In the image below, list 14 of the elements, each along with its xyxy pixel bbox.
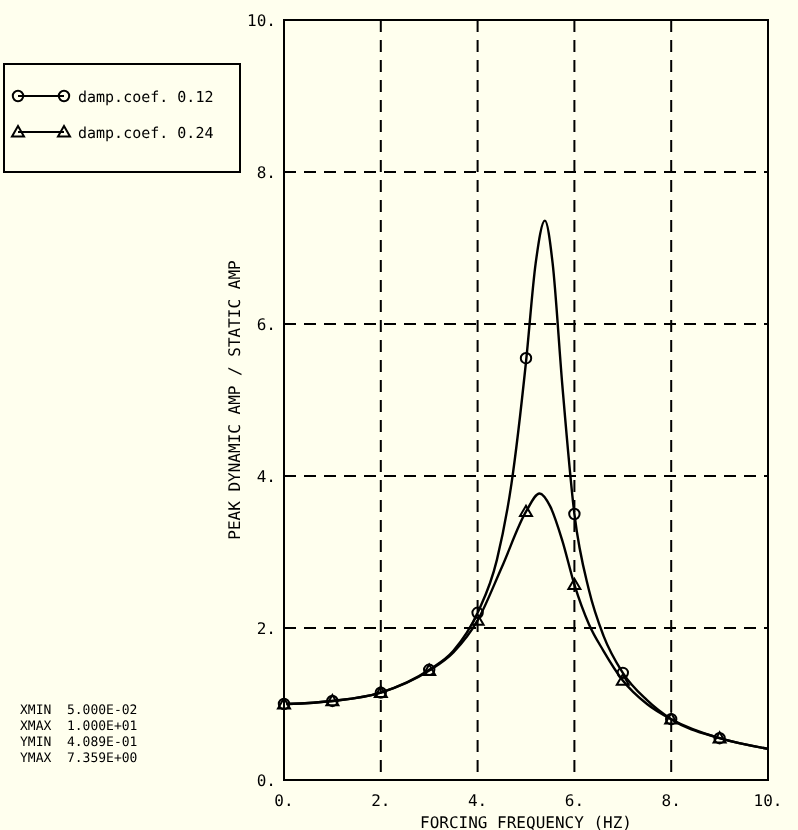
x-tick-label: 6. — [564, 792, 585, 810]
y-tick-label: 2. — [256, 620, 276, 638]
x-tick-label: 2. — [371, 792, 391, 810]
x-tick-label: 10. — [753, 792, 783, 810]
y-tick-label: 10. — [247, 12, 276, 30]
y-tick-label: 0. — [256, 772, 276, 790]
x-tick-label: 4. — [467, 792, 488, 810]
x-axis-title: FORCING FREQUENCY (HZ) — [420, 814, 632, 830]
x-tick-label: 0. — [274, 792, 294, 810]
y-tick-label: 4. — [256, 468, 276, 486]
y-tick-label: 6. — [256, 316, 276, 334]
y-axis-title: PEAK DYNAMIC AMP / STATIC AMP — [226, 259, 244, 540]
x-tick-label: 8. — [661, 792, 681, 810]
y-tick-label: 8. — [256, 164, 276, 182]
